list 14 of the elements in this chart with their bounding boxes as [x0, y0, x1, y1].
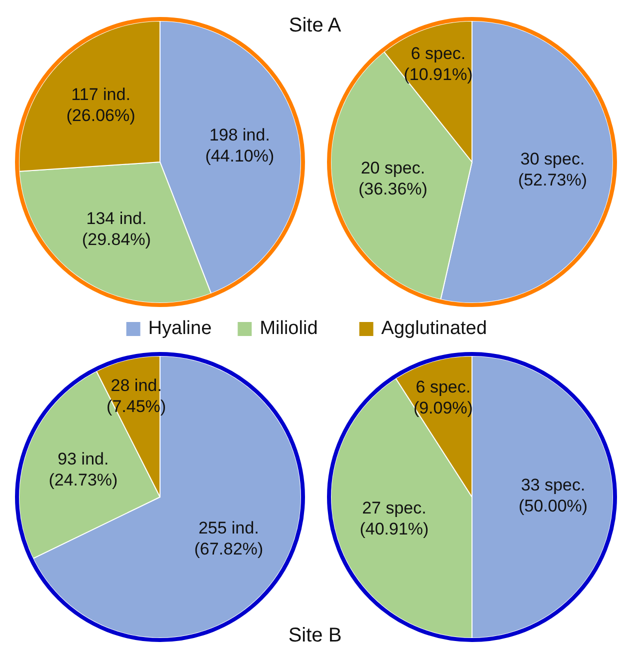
legend-label: Hyaline: [148, 318, 212, 340]
text: Site B: [288, 624, 342, 646]
legend-label: Miliolid: [260, 318, 318, 340]
legend-label: Agglutinated: [381, 318, 487, 340]
data-label: 20 spec. (36.36%): [358, 159, 428, 200]
data-label: 93 ind. (24.73%): [48, 450, 118, 490]
data-label: 30 spec. (52.73%): [518, 150, 588, 190]
data-label: 27 spec. (40.91%): [360, 498, 429, 539]
data-label: 117 ind. (26.06%): [66, 86, 136, 126]
data-label: 33 spec. (50.00%): [518, 476, 588, 516]
data-label: 255 ind. (67.82%): [194, 519, 264, 560]
data-label: 134 ind. (29.84%): [82, 209, 151, 250]
data-label: 198 ind. (44.10%): [205, 126, 274, 166]
chart-title: Site A: [288, 14, 342, 36]
